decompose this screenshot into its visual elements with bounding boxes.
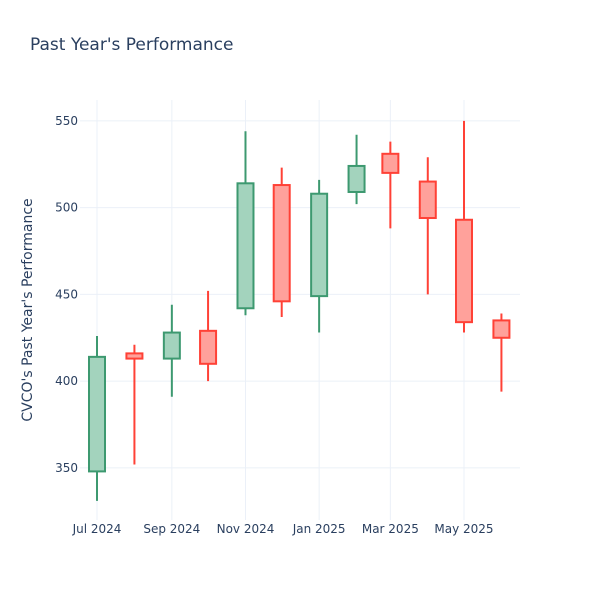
y-tick-label: 350 bbox=[55, 461, 78, 475]
grid bbox=[80, 100, 520, 520]
x-tick-label: Jul 2024 bbox=[72, 522, 122, 536]
y-axis-title: CVCO's Past Year's Performance bbox=[20, 198, 36, 421]
candle-decreasing bbox=[492, 313, 511, 392]
x-tick-label: Nov 2024 bbox=[217, 522, 275, 536]
y-tick-label: 400 bbox=[55, 374, 78, 388]
candle-body bbox=[455, 218, 473, 324]
x-axis-ticks: Jul 2024 Sep 2024 Nov 2024 Jan 2025 Mar 2025… bbox=[72, 522, 494, 536]
y-axis-ticks: 350 400 450 500 550 bbox=[55, 114, 78, 475]
candle-body bbox=[236, 182, 255, 310]
candle-increasing bbox=[236, 131, 255, 316]
candle-decreasing bbox=[455, 120, 473, 333]
candle-decreasing bbox=[199, 290, 218, 382]
candle-decreasing bbox=[418, 157, 437, 295]
x-tick-label: Jan 2025 bbox=[292, 522, 346, 536]
candle-increasing bbox=[310, 179, 329, 333]
candle-increasing bbox=[162, 304, 181, 397]
candle-body bbox=[162, 331, 181, 360]
candles bbox=[88, 120, 511, 501]
y-tick-label: 550 bbox=[55, 114, 78, 128]
candle-body bbox=[347, 164, 366, 193]
candle-increasing bbox=[88, 336, 106, 501]
candle-body bbox=[125, 352, 144, 360]
candle-decreasing bbox=[125, 344, 144, 465]
x-tick-label: Mar 2025 bbox=[362, 522, 419, 536]
candle-body bbox=[88, 355, 106, 473]
candle-body bbox=[199, 329, 218, 365]
candle-body bbox=[381, 152, 400, 174]
x-tick-label: Sep 2024 bbox=[143, 522, 200, 536]
y-tick-label: 500 bbox=[55, 201, 78, 215]
candle-body bbox=[418, 180, 437, 220]
y-tick-label: 450 bbox=[55, 287, 78, 301]
candle-body bbox=[492, 319, 511, 339]
x-tick-label: May 2025 bbox=[434, 522, 493, 536]
candle-body bbox=[310, 192, 329, 298]
candle-decreasing bbox=[381, 141, 400, 229]
chart-title: Past Year's Performance bbox=[30, 35, 234, 55]
candle-increasing bbox=[347, 134, 366, 205]
candle-decreasing bbox=[272, 167, 291, 317]
candle-body bbox=[272, 184, 291, 303]
